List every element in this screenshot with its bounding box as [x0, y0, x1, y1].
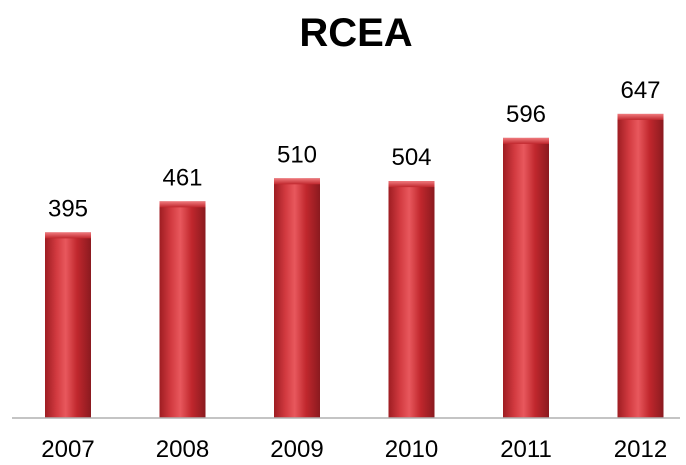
data-label-2009: 510: [277, 141, 317, 168]
bar-2009: [274, 178, 320, 418]
x-tick-label-2007: 2007: [41, 436, 94, 463]
data-label-2012: 647: [620, 77, 660, 104]
x-tick-label-2012: 2012: [614, 436, 667, 463]
data-label-2007: 395: [48, 195, 88, 222]
bar-cap-2008: [159, 201, 206, 208]
data-label-2011: 596: [506, 101, 546, 128]
bar-cap-2009: [274, 178, 320, 185]
bar-2010: [388, 181, 435, 418]
bar-2011: [503, 137, 549, 418]
bar-2007: [45, 232, 91, 418]
data-label-2010: 504: [391, 144, 431, 171]
bar-cap-2010: [388, 181, 435, 188]
bars-group: [45, 113, 664, 418]
x-tick-label-2010: 2010: [385, 436, 438, 463]
x-tick-label-2008: 2008: [156, 436, 209, 463]
bar-cap-2012: [617, 113, 664, 120]
bar-cap-2011: [503, 137, 549, 144]
data-label-2008: 461: [162, 164, 202, 191]
x-tick-label-2009: 2009: [270, 436, 323, 463]
x-tick-label-2011: 2011: [500, 436, 552, 463]
x-tick-labels-group: 2007 2008 2009 2010 2011 2012: [41, 436, 667, 463]
chart-title: RCEA: [299, 11, 412, 55]
bar-2008: [159, 201, 206, 418]
bar-2012: [617, 113, 664, 418]
bar-cap-2007: [45, 232, 91, 239]
data-labels-group: 395 461 510 504 596 647: [48, 77, 661, 222]
